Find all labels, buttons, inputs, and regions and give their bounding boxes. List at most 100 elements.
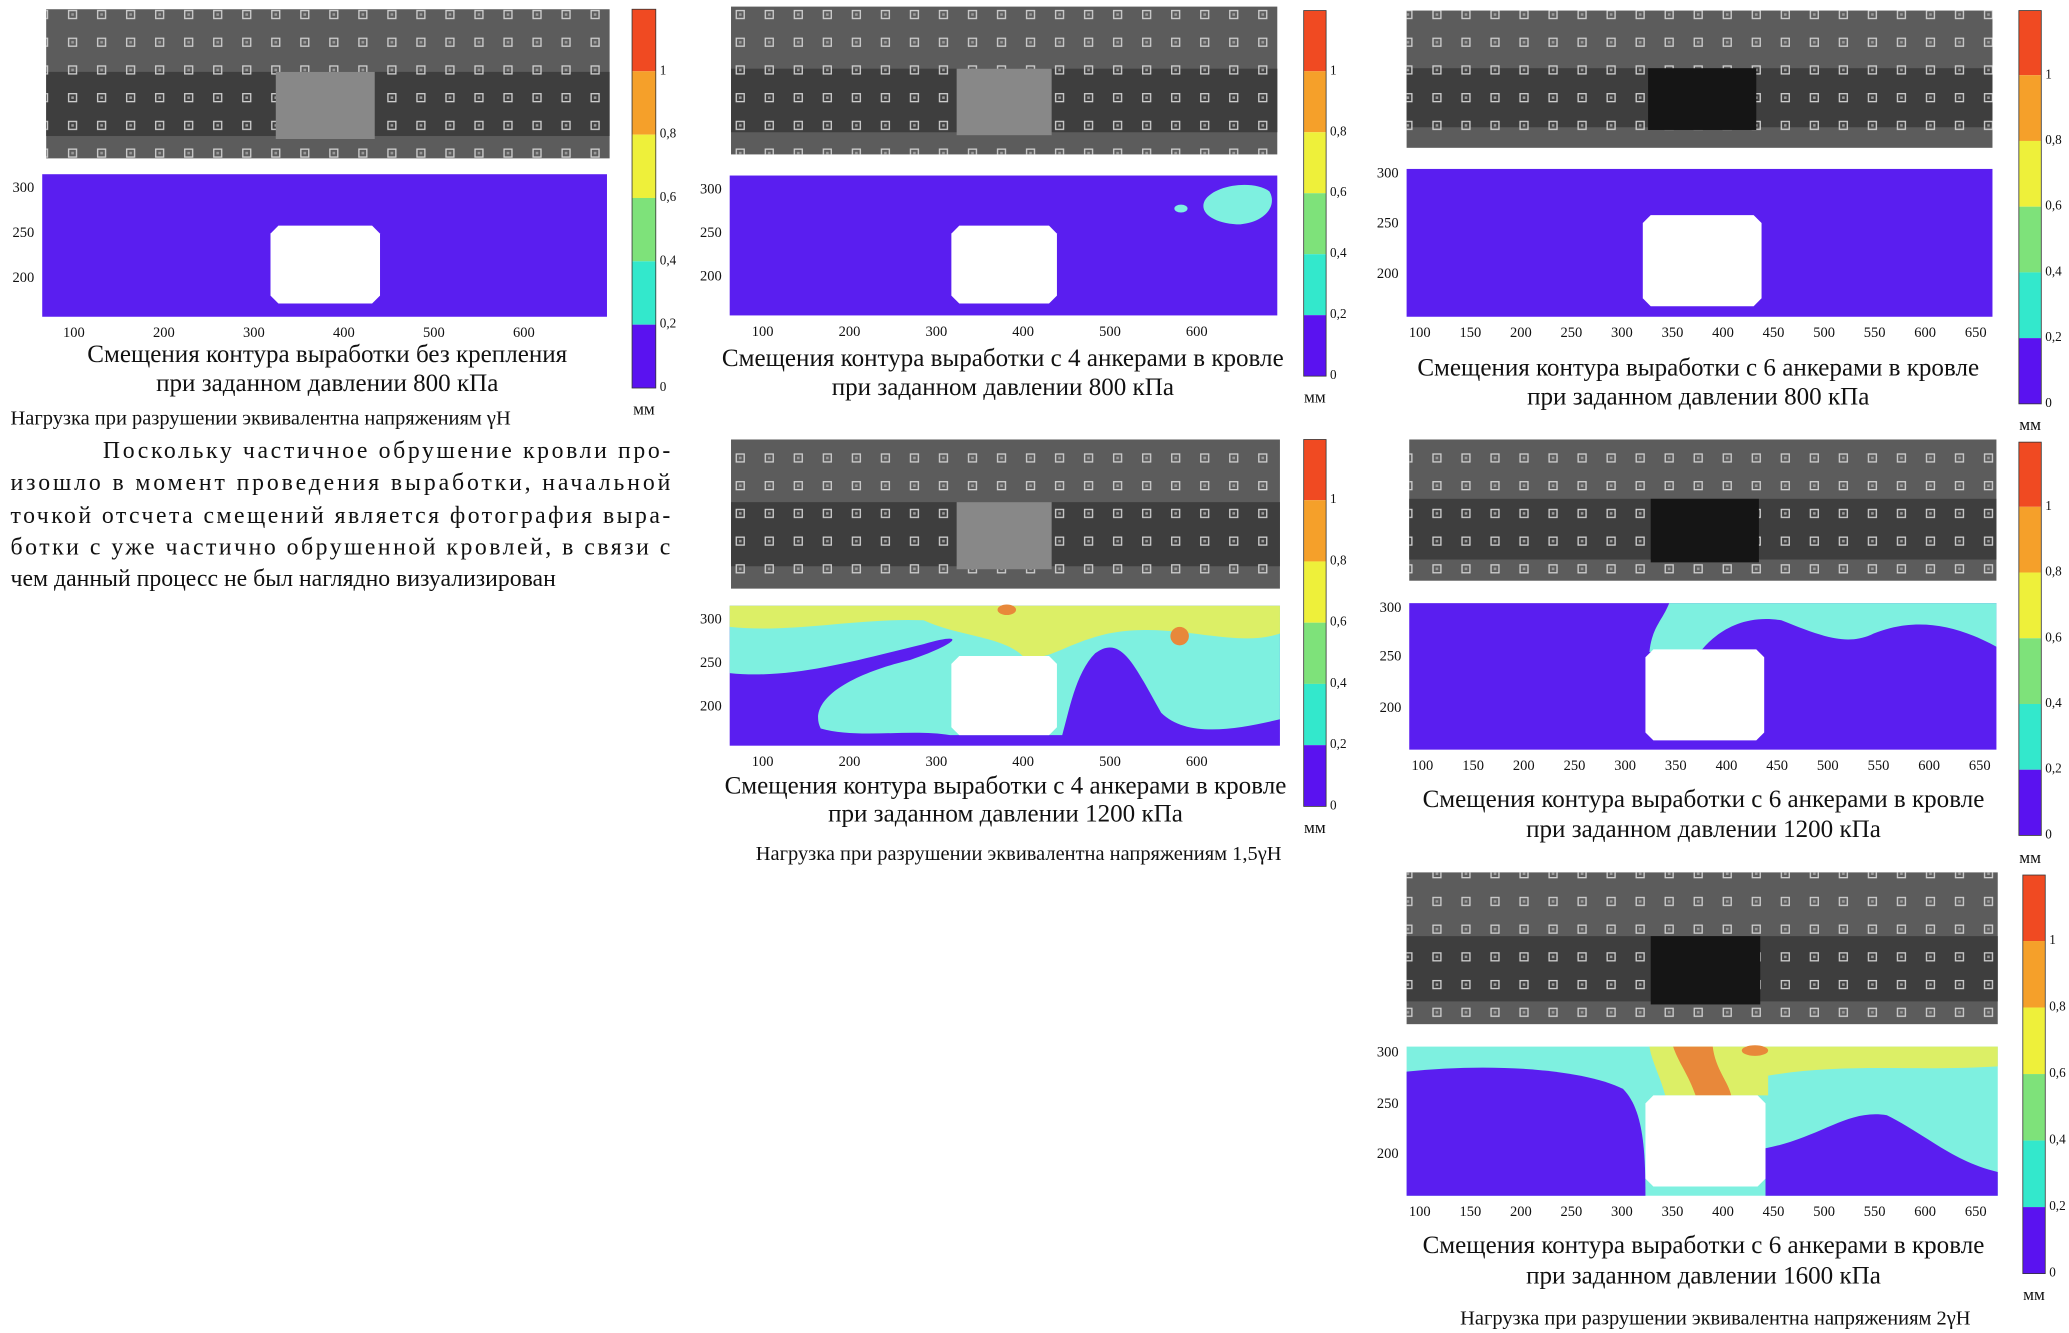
colorbar-segment — [2023, 941, 2045, 1008]
caption: при заданном давлении 1600 кПа — [1526, 1262, 1881, 1289]
colorbar-label: 0,6 — [2049, 1065, 2066, 1080]
colorbar-segment — [1304, 500, 1326, 561]
colorbar-segment — [632, 9, 656, 71]
colorbar-segment — [1304, 71, 1326, 132]
x-tick-label: 450 — [1763, 1204, 1785, 1220]
colorbar-unit: мм — [2023, 1285, 2045, 1304]
contour — [1407, 1068, 1646, 1196]
x-tick-label: 300 — [1611, 325, 1633, 341]
colorbar-label: 0,4 — [2045, 263, 2062, 278]
colorbar-segment — [1304, 11, 1326, 72]
x-tick-label: 300 — [1611, 1204, 1633, 1220]
contour — [998, 604, 1016, 615]
x-tick-label: 100 — [1409, 1204, 1431, 1220]
x-tick-label: 400 — [1712, 325, 1734, 341]
caption: Смещения контура выработки с 6 анкерами … — [1423, 1232, 1985, 1259]
colorbar-label: 0,8 — [2049, 999, 2066, 1014]
colorbar-segment — [2019, 638, 2041, 704]
x-tick-label: 200 — [839, 754, 861, 770]
colorbar-label: 1 — [1330, 62, 1337, 77]
y-tick-label: 200 — [700, 699, 722, 715]
paragraph-line: Поскольку частичное обрушение кровли про… — [103, 438, 670, 464]
y-tick-label: 200 — [1380, 700, 1402, 716]
note: Нагрузка при разрушении эквивалентна нап… — [1460, 1307, 1971, 1329]
y-tick-label: 300 — [13, 180, 35, 196]
x-tick-label: 600 — [1186, 754, 1208, 770]
x-tick-label: 450 — [1763, 325, 1785, 341]
colorbar-label: 0,6 — [1330, 614, 1347, 629]
x-tick-label: 600 — [1914, 325, 1936, 341]
x-tick-label: 250 — [1561, 325, 1583, 341]
colorbar-segment — [2019, 770, 2041, 836]
colorbar-label: 0 — [2045, 395, 2052, 410]
colorbar-label: 0,2 — [2045, 329, 2061, 344]
colorbar-label: 0,2 — [2045, 761, 2061, 776]
colorbar-segment — [2019, 573, 2041, 639]
x-tick-label: 200 — [1510, 325, 1532, 341]
x-tick-label: 400 — [1712, 1204, 1734, 1220]
colorbar-label: 0,4 — [2045, 695, 2062, 710]
colorbar-segment — [1304, 623, 1326, 684]
colorbar-label: 1 — [2045, 66, 2052, 81]
paragraph-line: изошло в момент проведения выработки, на… — [11, 470, 671, 496]
note: Нагрузка при разрушении эквивалентна нап… — [11, 407, 511, 429]
colorbar-label: 0 — [1330, 797, 1337, 812]
y-tick-label: 250 — [1380, 649, 1402, 665]
x-tick-label: 200 — [839, 324, 861, 340]
y-tick-label: 300 — [1377, 166, 1399, 182]
colorbar-label: 0,2 — [1330, 306, 1346, 321]
colorbar-label: 0,6 — [1330, 184, 1347, 199]
colorbar-label: 0,4 — [1330, 675, 1347, 690]
x-tick-label: 550 — [1864, 1204, 1886, 1220]
colorbar-segment — [1304, 193, 1326, 254]
caption: при заданном давлении 1200 кПа — [828, 800, 1183, 827]
y-tick-label: 300 — [700, 612, 722, 628]
colorbar-segment — [2023, 875, 2045, 941]
caption: Смещения контура выработки с 4 анкерами … — [725, 773, 1287, 800]
colorbar-label: 0,2 — [660, 316, 676, 331]
x-tick-label: 100 — [1412, 758, 1434, 774]
x-tick-label: 200 — [153, 325, 175, 341]
x-tick-label: 650 — [1965, 1204, 1987, 1220]
paragraph-line: ботки с уже частично обрушенной кровлей,… — [11, 534, 671, 560]
colorbar-segment — [632, 325, 656, 388]
colorbar-segment — [2019, 141, 2041, 207]
page: 10020030040050060030025020010,80,60,40,2… — [0, 0, 2069, 1333]
colorbar-label: 0,8 — [1330, 552, 1347, 567]
x-tick-label: 300 — [1614, 758, 1636, 774]
x-tick-label: 150 — [1459, 325, 1481, 341]
x-tick-label: 100 — [752, 324, 774, 340]
y-tick-label: 300 — [1380, 600, 1402, 616]
colorbar-segment — [2023, 1207, 2045, 1274]
colorbar-segment — [2019, 11, 2041, 76]
x-tick-label: 550 — [1864, 325, 1886, 341]
colorbar-label: 0,4 — [2049, 1132, 2066, 1147]
x-tick-label: 300 — [243, 325, 265, 341]
colorbar-segment — [2019, 704, 2041, 770]
colorbar-label: 0 — [660, 379, 667, 394]
x-tick-label: 500 — [1099, 324, 1121, 340]
x-tick-label: 450 — [1766, 758, 1788, 774]
colorbar-segment — [2019, 442, 2041, 507]
note: Нагрузка при разрушении эквивалентна нап… — [756, 843, 1282, 865]
colorbar-segment — [1304, 254, 1326, 315]
caption: при заданном давлении 800 кПа — [156, 370, 498, 397]
x-tick-label: 250 — [1564, 758, 1586, 774]
colorbar-label: 0,6 — [660, 189, 677, 204]
x-tick-label: 300 — [925, 754, 947, 770]
paragraph-line: чем данный процесс не был наглядно визуа… — [11, 566, 557, 592]
caption: Смещения контура выработки без крепления — [87, 341, 567, 368]
y-tick-label: 250 — [1377, 1096, 1399, 1112]
contour — [1742, 1045, 1768, 1056]
colorbar-unit: мм — [1304, 818, 1326, 837]
colorbar-label: 0,8 — [660, 126, 677, 141]
y-tick-label: 200 — [13, 270, 35, 286]
x-tick-label: 100 — [1409, 325, 1431, 341]
caption: при заданном давлении 1200 кПа — [1526, 816, 1881, 843]
caption: Смещения контура выработки с 4 анкерами … — [722, 345, 1284, 372]
x-tick-label: 500 — [1099, 754, 1121, 770]
colorbar-segment — [2019, 507, 2041, 573]
colorbar-label: 0,8 — [2045, 564, 2062, 579]
photo-opening — [1651, 499, 1759, 563]
colorbar-segment — [632, 198, 656, 261]
